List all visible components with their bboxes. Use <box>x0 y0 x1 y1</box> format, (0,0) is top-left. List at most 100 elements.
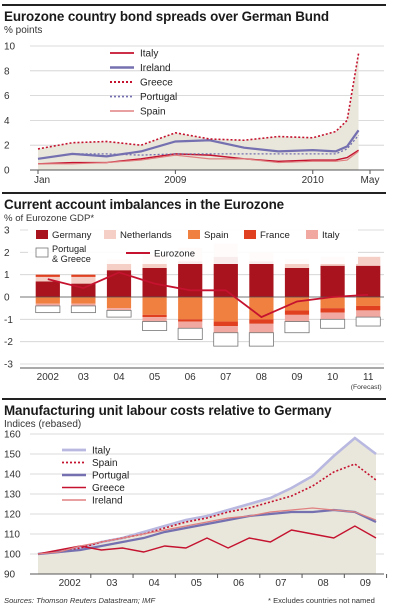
y-tick-label: 110 <box>4 530 20 541</box>
labour-costs-chart: 90 100 110 120 130 140 150 160 2002 03 04 05 06 07 08 0… <box>4 430 388 589</box>
legend-label: Portugal <box>52 244 86 254</box>
bar-france <box>284 310 310 315</box>
x-tick-label: 2009 <box>164 175 187 186</box>
bar-spain <box>71 297 96 304</box>
bar-portugal-greece <box>320 318 346 329</box>
bar-italy <box>213 326 238 333</box>
bar-netherlands <box>106 259 132 271</box>
y-tick-label: 10 <box>4 42 16 53</box>
x-tick-label: 11 <box>363 372 374 383</box>
x-tick-label: 06 <box>185 372 197 383</box>
y-tick-label: -3 <box>4 360 13 371</box>
bond-spreads-panel: Eurozone country bond spreads over Germa… <box>0 0 400 200</box>
bar-portugal-greece <box>213 332 239 347</box>
bar-france <box>213 321 238 327</box>
x-tick-label: 03 <box>78 372 90 383</box>
bar-spain <box>213 297 238 322</box>
legend-swatch <box>36 230 48 239</box>
y-tick-label: 150 <box>4 450 21 461</box>
bar-portugal-greece <box>35 305 61 314</box>
panel1-unit: % points <box>4 25 43 36</box>
bar-netherlands <box>356 256 381 266</box>
bar-germany <box>35 281 60 297</box>
bar-portugal-greece <box>106 310 132 318</box>
y-tick-label: 130 <box>4 490 21 501</box>
legend-label: Netherlands <box>120 230 172 241</box>
bar-netherlands <box>71 276 96 284</box>
y-tick-label: 100 <box>4 550 21 561</box>
legend-swatch <box>306 230 318 239</box>
bar-france <box>320 308 345 313</box>
y-tick-label: 2 <box>4 141 10 152</box>
x-tick-label: 08 <box>256 372 268 383</box>
y-tick-label: 4 <box>4 116 10 127</box>
y-tick-label: 1 <box>4 270 10 281</box>
bar-germany <box>356 265 381 297</box>
y-tick-label: 160 <box>4 430 21 441</box>
italy-area <box>38 438 376 574</box>
legend-swatch <box>244 230 256 239</box>
x-tick-label: 08 <box>318 578 330 589</box>
bar-portugal-greece <box>177 327 203 340</box>
series-line-portugal <box>37 508 377 556</box>
panel3-unit: Indices (rebased) <box>4 419 82 430</box>
bar-italy <box>249 323 274 333</box>
legend-label: & Greece <box>52 254 91 264</box>
y-tick-label: 3 <box>4 226 10 237</box>
series-line-ireland <box>37 507 377 555</box>
legend-label: Italy <box>92 446 110 457</box>
y-tick-label: 8 <box>4 66 10 77</box>
bar-italy <box>35 303 60 306</box>
bar-germany <box>320 265 345 297</box>
legend-label: Spain <box>204 230 229 241</box>
x-tick-label: 05 <box>149 372 161 383</box>
bar-italy <box>320 312 345 320</box>
legend-label: Italy <box>322 230 340 241</box>
series-line-ireland <box>37 129 360 160</box>
bar-italy <box>178 321 203 329</box>
legend-swatch <box>188 230 200 239</box>
x-tick-label: 2002 <box>59 578 82 589</box>
legend-label: Greece <box>140 78 173 89</box>
series-line-greece <box>37 525 377 555</box>
current-account-panel: Current account imbalances in the Eurozo… <box>0 192 400 402</box>
bar-france <box>35 274 60 277</box>
footnote: * Excludes countries not named <box>268 596 375 605</box>
legend-label: Spain <box>140 107 166 118</box>
bar-spain <box>284 297 310 311</box>
legend-swatch <box>104 230 116 239</box>
bar-germany <box>178 261 203 297</box>
x-tick-label: 09 <box>360 578 372 589</box>
top-rule <box>2 4 386 6</box>
legend-label: Eurozone <box>154 249 195 260</box>
bar-portugal-greece <box>284 321 310 334</box>
legend-label: Italy <box>140 49 158 60</box>
x-tick-label: 04 <box>113 372 125 383</box>
bar-france <box>142 314 167 318</box>
legend-label: Greece <box>92 483 125 494</box>
y-tick-label: 2 <box>4 248 10 259</box>
panel2-rule <box>2 192 386 194</box>
bar-spain <box>356 297 381 306</box>
bar-italy <box>106 308 132 311</box>
series-line-spain <box>38 150 359 165</box>
greece-area <box>38 53 359 170</box>
bar-portugal-greece <box>142 321 168 331</box>
bar-germany <box>249 261 274 297</box>
legend-label: Portugal <box>92 471 129 482</box>
source-note: Sources: Thomson Reuters Datastream; IMF <box>4 596 156 605</box>
bar-spain <box>106 297 132 309</box>
x-tick-label: 05 <box>191 578 203 589</box>
panel2-title: Current account imbalances in the Eurozo… <box>4 197 285 212</box>
x-tick-label: Jan <box>34 175 50 186</box>
x-tick-label: 2010 <box>302 175 325 186</box>
bond-spreads-chart: 0 2 4 6 8 10 Jan 2009 2010 May Italy Ireland Greece P… <box>4 42 384 186</box>
bar-italy <box>356 310 381 318</box>
bar-france <box>249 319 274 324</box>
bar-portugal-greece <box>355 316 381 327</box>
bar-spain <box>320 297 345 309</box>
y-tick-label: 0 <box>4 293 10 304</box>
x-tick-label: 07 <box>275 578 287 589</box>
y-tick-label: 0 <box>4 166 10 177</box>
